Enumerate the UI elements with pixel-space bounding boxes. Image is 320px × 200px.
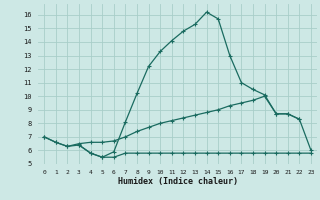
X-axis label: Humidex (Indice chaleur): Humidex (Indice chaleur) <box>118 177 238 186</box>
